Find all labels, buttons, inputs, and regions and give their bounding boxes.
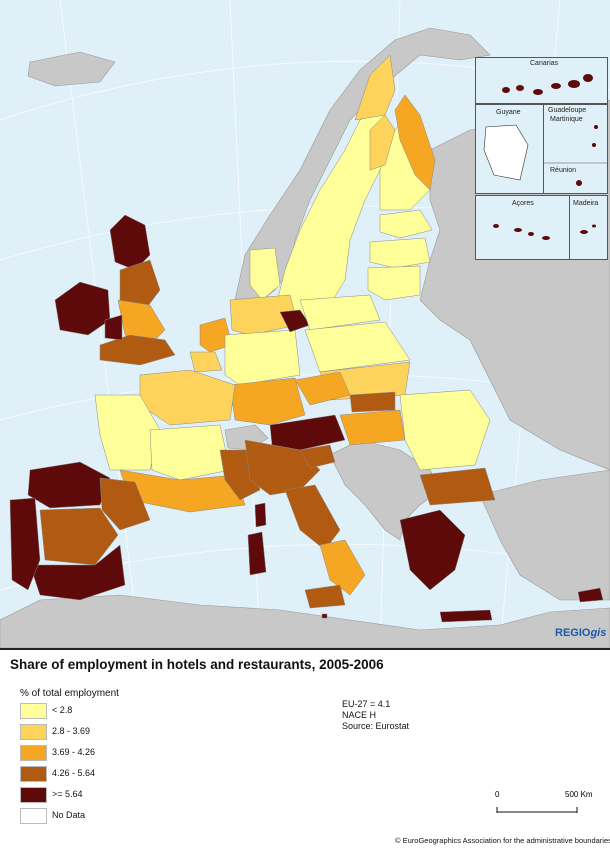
region-england-n: [119, 259, 161, 311]
scale-zero: 0: [495, 790, 500, 799]
region-balkans: [329, 439, 441, 541]
legend-title: % of total employment: [20, 688, 119, 699]
inset-madeira: Madeira: [569, 195, 608, 260]
source-note: Source: Eurostat: [342, 721, 410, 731]
region-czechia: [294, 371, 351, 406]
divider: [0, 648, 610, 650]
region-france-n: [139, 369, 236, 426]
legend-label: 2.8 - 3.69: [52, 726, 91, 736]
legend-swatch: [20, 808, 47, 824]
region-poland-c: [304, 321, 411, 373]
region-austria: [269, 414, 346, 451]
inset-guadeloupe-label: Guadeloupe: [548, 107, 587, 114]
region-iceland: [27, 51, 116, 87]
inset-acores-label: Açores: [512, 200, 534, 207]
scale-bar: 0 500 Km: [495, 790, 595, 820]
region-slovenia: [299, 444, 336, 469]
region-romania: [399, 389, 491, 471]
region-cyprus: [577, 587, 604, 603]
region-malta: [321, 613, 328, 619]
acores-islands: [493, 224, 550, 240]
region-finland-n: [369, 114, 396, 171]
region-bulgaria: [419, 467, 496, 506]
eu27-note: EU-27 = 4.1: [342, 699, 391, 709]
region-sardinia: [247, 531, 267, 576]
canarias-islands: [502, 74, 593, 95]
region-wales: [104, 314, 123, 341]
region-hungary: [339, 409, 406, 446]
inset-reunion-label: Réunion: [550, 167, 577, 174]
legend-swatch: [20, 745, 47, 761]
scale-bar-graphic: [496, 807, 578, 813]
region-italy-s: [319, 539, 366, 596]
legend-label: < 2.8: [52, 705, 73, 715]
guyane-shape: [483, 124, 529, 181]
region-ireland: [54, 281, 111, 336]
region-spain-c: [39, 507, 119, 566]
region-england-c: [117, 299, 166, 346]
region-finland-e: [394, 94, 436, 191]
region-poland-n: [299, 294, 381, 331]
region-scotland: [109, 214, 151, 271]
legend-swatch: [20, 703, 47, 719]
map-canvas: Canarias Guyane Guadeloupe Martinique Ré…: [0, 0, 610, 648]
region-north-africa: [0, 594, 610, 648]
region-corsica: [254, 502, 267, 528]
legend-label: >= 5.64: [52, 789, 83, 799]
inset-acores: Açores: [475, 195, 570, 260]
region-germany-s: [229, 377, 306, 426]
regiogis-logo: REGIOgis: [555, 627, 607, 639]
scale-end: 500 Km: [565, 790, 593, 799]
region-france-c: [149, 424, 231, 481]
legend-label: 4.26 - 5.64: [52, 768, 96, 778]
region-france-w: [94, 394, 161, 471]
inset-guadeloupe: Guadeloupe Martinique Réunion: [543, 104, 608, 194]
nace-note: NACE H: [342, 710, 377, 720]
legend-label: No Data: [52, 810, 86, 820]
legend-swatch: [20, 724, 47, 740]
region-england-s: [99, 334, 176, 366]
region-greece: [399, 509, 466, 591]
region-spain-ne: [99, 477, 151, 531]
region-germany-c: [224, 329, 301, 386]
region-spain-n: [27, 461, 111, 509]
inset-guyane-label: Guyane: [496, 109, 521, 116]
region-portugal: [9, 497, 41, 591]
legend-swatch: [20, 766, 47, 782]
legend-swatch: [20, 787, 47, 803]
region-sicily: [304, 584, 346, 609]
inset-madeira-label: Madeira: [573, 200, 599, 207]
non-eu-land: [0, 27, 610, 648]
legend-label: 3.69 - 4.26: [52, 747, 96, 757]
region-lithuania: [367, 265, 421, 301]
region-belgium: [189, 351, 223, 373]
inset-guyane: Guyane: [475, 104, 544, 194]
inset-canarias-label: Canarias: [530, 60, 559, 67]
region-sweden-north: [354, 54, 396, 121]
copyright: © EuroGeographics Association for the ad…: [395, 836, 610, 845]
eu-regions: [9, 54, 604, 623]
inset-martinique-label: Martinique: [550, 116, 583, 123]
region-denmark: [249, 247, 281, 301]
region-turkey: [479, 469, 610, 601]
inset-canarias: Canarias: [475, 57, 608, 104]
region-spain-s: [29, 544, 126, 601]
europe-map: [0, 0, 610, 648]
region-slovakia: [349, 391, 396, 413]
region-crete: [439, 609, 493, 623]
region-latvia: [369, 237, 431, 269]
dom-islands: [544, 125, 607, 186]
region-italy-c: [284, 484, 341, 551]
madeira-islands: [580, 224, 596, 234]
region-estonia: [379, 209, 433, 239]
region-germany-n: [229, 294, 299, 336]
map-title: Share of employment in hotels and restau…: [10, 657, 384, 672]
region-netherlands: [199, 317, 233, 353]
